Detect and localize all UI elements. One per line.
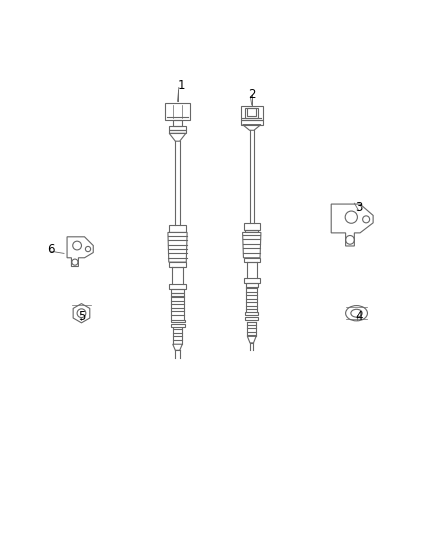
Text: 4: 4 [355, 310, 363, 323]
Text: 3: 3 [355, 201, 362, 214]
Text: 1: 1 [178, 79, 186, 92]
Text: 2: 2 [248, 87, 255, 101]
Text: 6: 6 [47, 243, 55, 255]
Text: 5: 5 [78, 310, 85, 323]
